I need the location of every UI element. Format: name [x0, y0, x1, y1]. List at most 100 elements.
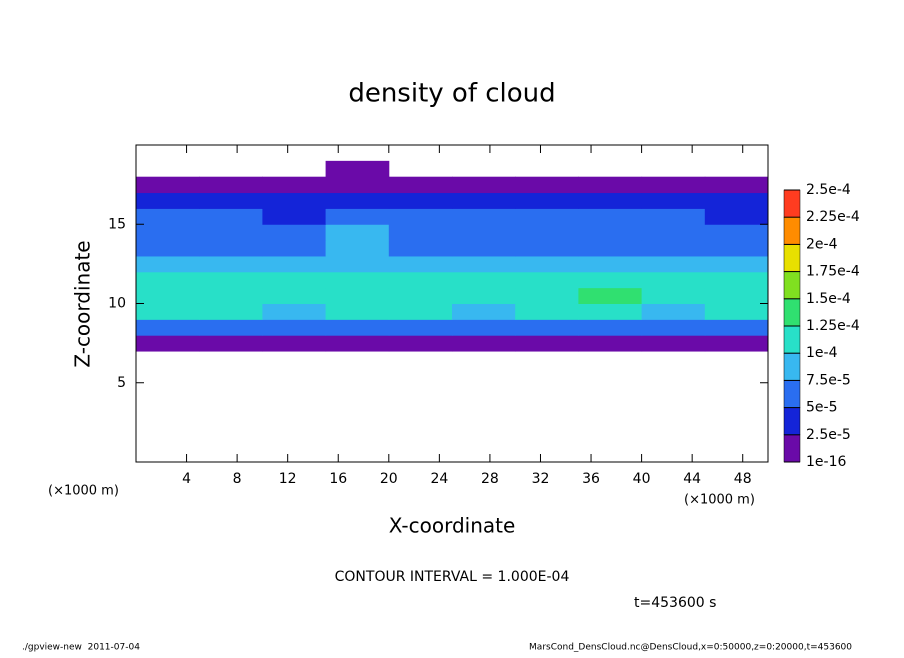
- cell: [136, 319, 200, 336]
- cell: [515, 255, 579, 273]
- cell: [136, 192, 200, 209]
- cell: [515, 303, 579, 320]
- cell: [325, 208, 390, 225]
- x-tick-label: 44: [683, 471, 701, 487]
- cell: [452, 335, 516, 352]
- cell: [452, 240, 516, 257]
- cell: [325, 240, 390, 257]
- cell: [452, 224, 516, 241]
- cell: [136, 335, 200, 352]
- cell: [578, 208, 643, 225]
- colorbar-label: 1.75e-4: [806, 264, 860, 280]
- cell: [515, 271, 579, 289]
- cell: [199, 319, 263, 336]
- cell: [452, 176, 516, 194]
- colorbar-band: [783, 352, 801, 381]
- cell: [325, 303, 390, 320]
- cell: [262, 287, 327, 304]
- colorbar-band: [783, 244, 801, 272]
- cell: [452, 319, 516, 336]
- x-tick-label: 16: [329, 471, 347, 487]
- colorbar-label: 2.5e-5: [806, 427, 851, 443]
- cell: [388, 240, 453, 257]
- cell: [199, 240, 263, 257]
- cell: [325, 224, 390, 241]
- cell: [199, 271, 263, 289]
- cell: [262, 192, 327, 209]
- cell: [578, 192, 643, 209]
- cell: [704, 255, 769, 273]
- cell: [578, 176, 643, 194]
- cell: [262, 176, 327, 194]
- cell: [325, 160, 390, 178]
- cell: [325, 287, 390, 304]
- colorbar-label: 1.25e-4: [806, 318, 860, 334]
- colorbar-label: 7.5e-5: [806, 372, 851, 388]
- cell: [388, 208, 453, 225]
- cell: [388, 303, 453, 320]
- cell: [641, 208, 706, 225]
- colorbar-band: [783, 298, 801, 327]
- cell: [452, 287, 516, 304]
- cell: [199, 208, 263, 225]
- cell: [199, 176, 263, 194]
- cell: [515, 192, 579, 209]
- cell: [136, 287, 200, 304]
- colorbar-label: 1e-4: [806, 345, 838, 361]
- x-tick-label: 24: [430, 471, 448, 487]
- cell: [262, 240, 327, 257]
- x-tick-label: 12: [279, 471, 297, 487]
- cell: [325, 176, 390, 194]
- cell: [262, 335, 327, 352]
- colorbar-band: [783, 434, 801, 463]
- footer-right: MarsCond_DensCloud.nc@DensCloud,x=0:5000…: [529, 643, 852, 653]
- cell: [136, 224, 200, 241]
- cell: [452, 208, 516, 225]
- cell: [704, 192, 769, 209]
- time-label: t=453600 s: [634, 595, 716, 611]
- cell: [515, 287, 579, 304]
- cell: [641, 287, 706, 304]
- cell: [388, 224, 453, 241]
- cell: [641, 335, 706, 352]
- colorbar-label: 2e-4: [806, 236, 838, 252]
- colorbar-label: 5e-5: [806, 400, 837, 416]
- cell: [262, 319, 327, 336]
- x-unit: (×1000 m): [684, 493, 755, 508]
- cell: [199, 303, 263, 320]
- cell: [452, 192, 516, 209]
- x-tick-label: 40: [633, 471, 651, 487]
- cell: [578, 271, 643, 289]
- cell: [325, 319, 390, 336]
- cell: [325, 335, 390, 352]
- cell: [136, 176, 200, 194]
- cell: [325, 255, 390, 273]
- colorbar-label: 1.5e-4: [806, 291, 851, 307]
- colorbar-label: 1e-16: [806, 454, 846, 470]
- cell: [515, 176, 579, 194]
- cell: [641, 319, 706, 336]
- cell: [199, 192, 263, 209]
- cell: [578, 319, 643, 336]
- y-axis-label: Z-coordinate: [71, 240, 95, 367]
- colorbar-band: [783, 271, 801, 300]
- cell: [388, 271, 453, 289]
- colorbar-label: 2.25e-4: [806, 209, 860, 225]
- cell: [641, 176, 706, 194]
- cell: [199, 255, 263, 273]
- cell: [704, 271, 769, 289]
- cell: [704, 240, 769, 257]
- cell: [704, 208, 769, 225]
- x-tick-label: 20: [380, 471, 398, 487]
- cell: [388, 319, 453, 336]
- x-tick-label: 36: [582, 471, 600, 487]
- colorbar-band: [783, 189, 801, 218]
- cell: [262, 271, 327, 289]
- colorbar-band: [783, 380, 801, 408]
- cell: [515, 335, 579, 352]
- cell: [262, 255, 327, 273]
- cell: [388, 192, 453, 209]
- colorbar-label: 2.5e-4: [806, 182, 851, 198]
- cell: [515, 319, 579, 336]
